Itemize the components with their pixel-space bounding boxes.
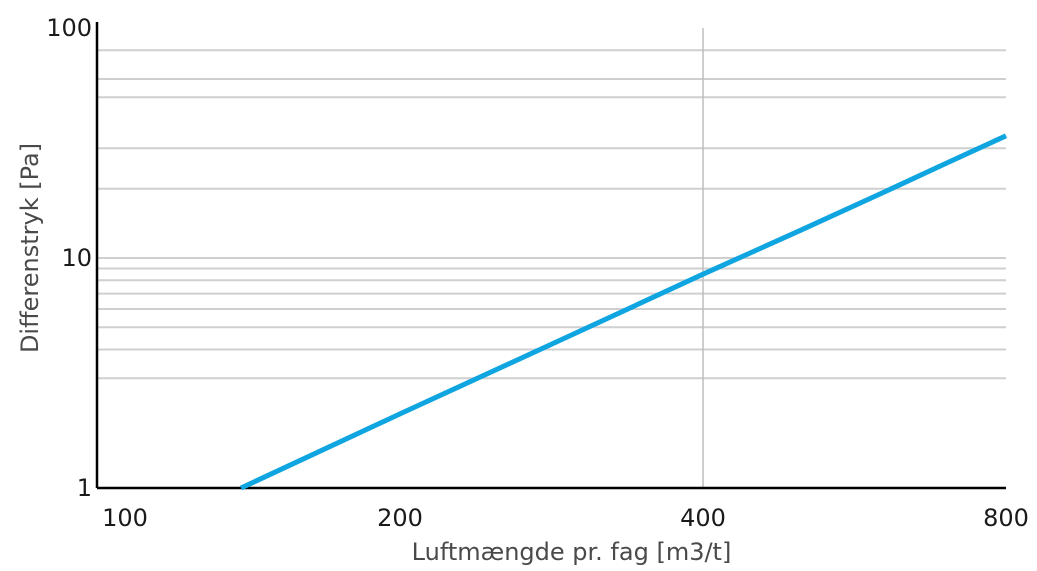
- x-axis-title: Luftmængde pr. fag [m3/t]: [412, 538, 732, 566]
- x-tick-label: 100: [102, 504, 148, 532]
- y-axis-title: Differenstryk [Pa]: [16, 143, 44, 353]
- tick-labels: 100 200 400 800 1 10 100: [46, 14, 1029, 532]
- x-tick-label: 400: [680, 504, 726, 532]
- x-tick-label: 200: [377, 504, 423, 532]
- series-line: [239, 133, 1008, 491]
- y-tick-label: 100: [46, 14, 92, 42]
- gridlines: [97, 28, 1006, 488]
- y-tick-label: 1: [77, 474, 92, 502]
- x-tick-label: 800: [983, 504, 1029, 532]
- series-layer: [239, 133, 1008, 491]
- y-tick-label: 10: [61, 244, 92, 272]
- axes: [95, 22, 1006, 490]
